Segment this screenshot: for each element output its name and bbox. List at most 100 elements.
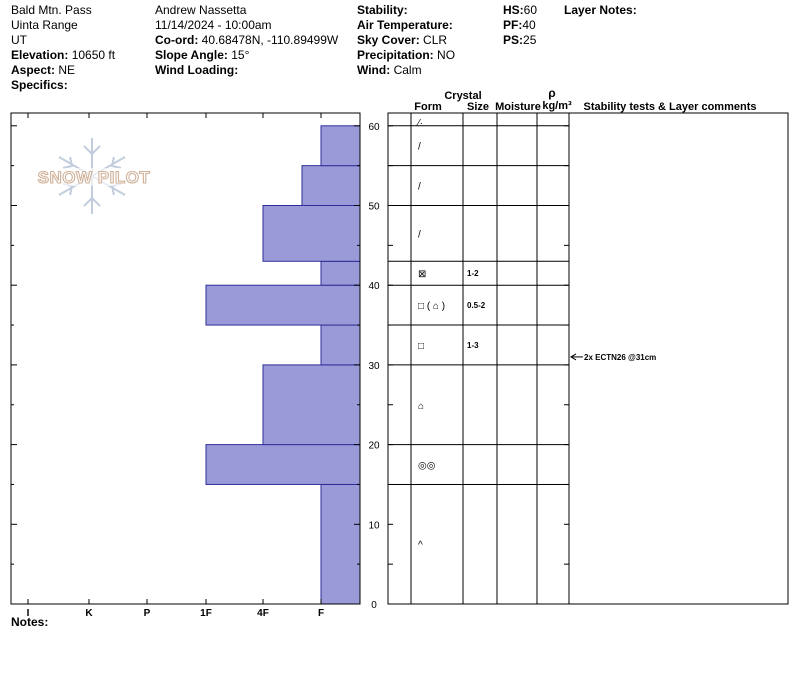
location-name: Bald Mtn. Pass (11, 3, 92, 17)
notes-heading: Notes: (11, 615, 48, 630)
layer-form-1: ◎◎ (418, 461, 435, 472)
annotation-arrow-head-0 (570, 353, 577, 361)
layer-form-5: ⊠ (418, 269, 426, 280)
layer-form-2: ⌂ (418, 401, 424, 412)
aspect-value: NE (58, 63, 76, 77)
layer-form-9: ⁄· (415, 118, 423, 129)
layer-size-4: 0.5-2 (467, 301, 486, 310)
depth-tick-label-50: 50 (368, 202, 380, 213)
hardness-label-F: F (318, 608, 324, 619)
header-comments: Stability tests & Layer comments (583, 101, 756, 113)
precip-value: NO (437, 48, 456, 62)
hardness-label-P: P (144, 608, 151, 619)
wind-value: Calm (393, 63, 422, 77)
elevation-label: Elevation: (11, 48, 69, 62)
hs-row: HS:60 (503, 3, 537, 18)
aspect-row: Aspect: NE (11, 63, 115, 78)
hardness-bar-6 (262, 205, 361, 262)
wind-loading-label: Wind Loading: (155, 63, 239, 77)
precip-label: Precipitation: (357, 48, 434, 62)
ps-row: PS:25 (503, 33, 537, 48)
header-col3: Stability: Air Temperature: Sky Cover: C… (357, 3, 455, 78)
layer-size-3: 1-3 (467, 341, 479, 350)
stability-label: Stability: (357, 3, 408, 17)
hardness-label-I: I (27, 608, 30, 619)
logo-backdrop (34, 168, 156, 186)
header-moisture: Moisture (495, 101, 541, 113)
air-temp-label: Air Temperature: (357, 18, 453, 32)
sky-cover-value: CLR (423, 33, 448, 47)
slope-label: Slope Angle: (155, 48, 228, 62)
depth-tick-label-0: 0 (371, 600, 377, 611)
precip-row: Precipitation: NO (357, 48, 455, 63)
header-form: Form (414, 101, 442, 113)
header-col1: Bald Mtn. Pass Uinta Range UT Elevation:… (11, 3, 115, 93)
hardness-bar-5 (320, 260, 361, 286)
pf-label: PF: (503, 18, 523, 32)
range-name: Uinta Range (11, 18, 78, 32)
elevation-row: Elevation: 10650 ft (11, 48, 115, 63)
coord-row: Co-ord: 40.68478N, -110.89499W (155, 33, 338, 48)
depth-tick-label-60: 60 (368, 122, 380, 133)
header-col2: Andrew Nassetta 11/14/2024 - 10:00am Co-… (155, 3, 338, 78)
layer-rows: ^ ◎◎ ⌂ □ 1-3 □ ( ⌂ ) 0.5-2 ⊠ 1-2 / / / ⁄· (388, 118, 569, 551)
header-col4: HS:60 PF:40 PS:25 (503, 3, 537, 48)
header-size: Size (467, 101, 489, 113)
observation-datetime: 11/14/2024 - 10:00am (155, 18, 272, 32)
layer-form-6: / (418, 229, 421, 240)
coord-label: Co-ord: (155, 33, 199, 47)
layer-form-4: □ ( ⌂ ) (418, 301, 445, 312)
header-density-unit: kg/m³ (542, 100, 572, 112)
coord-value: 40.68478N, -110.89499W (201, 33, 339, 47)
wind-loading-row: Wind Loading: (155, 63, 338, 78)
pf-value: 40 (522, 18, 536, 32)
hs-label: HS: (503, 3, 524, 17)
observer-name: Andrew Nassetta (155, 3, 247, 17)
hardness-label-1F: 1F (200, 608, 212, 619)
hardness-bar-0 (320, 483, 361, 605)
layer-table: ^ ◎◎ ⌂ □ 1-3 □ ( ⌂ ) 0.5-2 ⊠ 1-2 / / / ⁄· 2x ECTN26 … (387, 86, 789, 605)
hardness-bar-3 (320, 324, 361, 366)
hardness-bar-7 (301, 165, 361, 206)
notes-label: Notes: (11, 615, 49, 629)
hardness-bar-8 (320, 125, 361, 167)
specifics-row: Specifics: (11, 78, 115, 93)
depth-tick-label-20: 20 (368, 441, 380, 452)
layer-form-3: □ (418, 341, 424, 352)
layer-form-7: / (418, 182, 421, 193)
layer-size-5: 1-2 (467, 269, 479, 278)
sky-cover-label: Sky Cover: (357, 33, 420, 47)
slope-value: 15° (231, 48, 250, 62)
hardness-bars (205, 125, 361, 605)
depth-tick-label-40: 40 (368, 281, 380, 292)
specifics-label: Specifics: (11, 78, 68, 92)
layer-notes-heading: Layer Notes: (564, 3, 637, 18)
air-temp-row: Air Temperature: (357, 18, 455, 33)
hardness-bar-2 (262, 364, 361, 446)
layer-annotations: 2x ECTN26 @31cm (570, 353, 656, 362)
depth-tick-label-30: 30 (368, 361, 380, 372)
layer-form-0: ^ (418, 540, 423, 551)
hardness-axis: I K P 1F 4F F (27, 113, 324, 619)
hardness-bar-1 (205, 444, 361, 485)
header-rho: ρ (548, 86, 555, 100)
aspect-label: Aspect: (11, 63, 56, 77)
ps-value: 25 (523, 33, 537, 47)
hardness-plot-frame (10, 112, 361, 605)
stability-row: Stability: (357, 3, 455, 18)
elevation-value: 10650 ft (71, 48, 116, 62)
hardness-label-4F: 4F (257, 608, 269, 619)
header-crystal: Crystal (444, 90, 481, 102)
logo-text: SNOW PILOT (38, 168, 151, 187)
layer-table-frame (387, 112, 789, 605)
hardness-bar-4 (205, 284, 361, 326)
pf-row: PF:40 (503, 18, 537, 33)
ps-label: PS: (503, 33, 524, 47)
annotation-text-0: 2x ECTN26 @31cm (584, 353, 656, 362)
state-name: UT (11, 33, 27, 47)
wind-row: Wind: Calm (357, 63, 455, 78)
layer-form-8: / (418, 142, 421, 153)
hs-value: 60 (523, 3, 538, 17)
sky-cover-row: Sky Cover: CLR (357, 33, 455, 48)
